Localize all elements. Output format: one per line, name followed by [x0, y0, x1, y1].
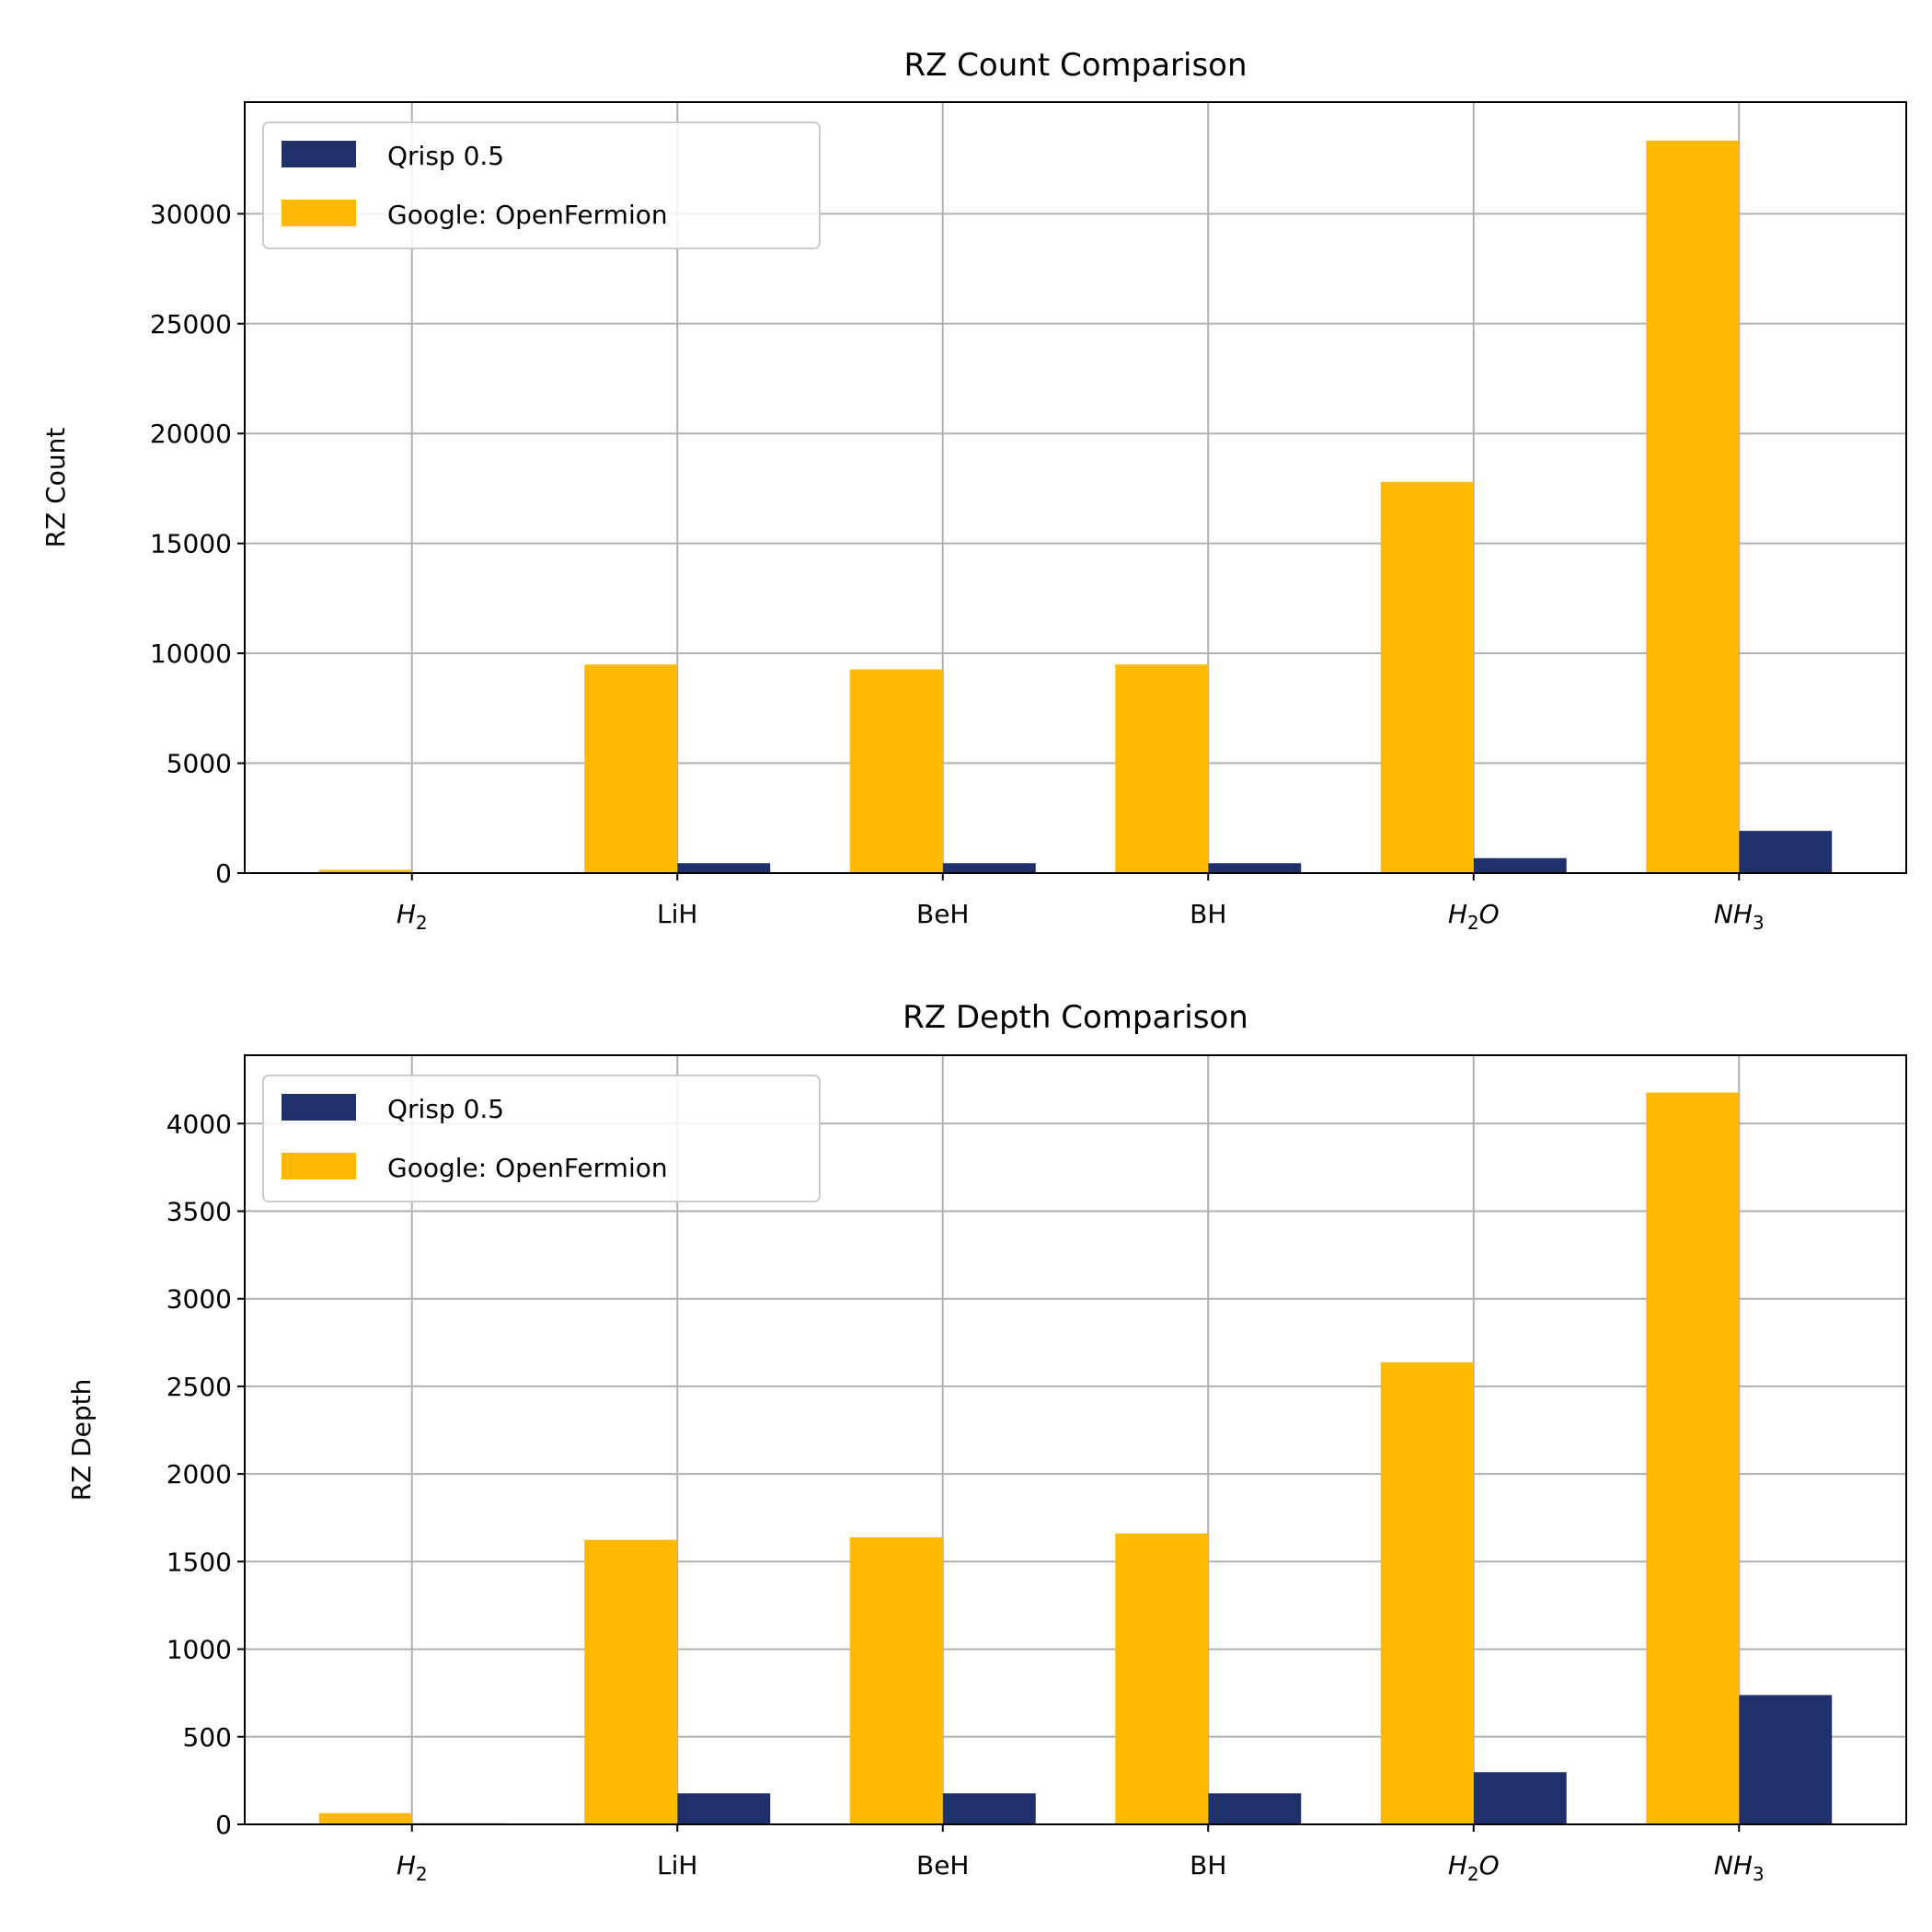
bar-openfermion	[318, 1812, 412, 1824]
x-tick-label: NH3	[1714, 1850, 1765, 1885]
bar-qrisp	[1208, 863, 1302, 873]
y-tick-label: 4000	[167, 1109, 232, 1139]
legend-swatch-qrisp	[282, 1094, 356, 1121]
x-tick-label: H2	[397, 899, 428, 934]
legend-swatch-openfermion	[282, 1153, 356, 1179]
legend-label: Google: OpenFermion	[387, 200, 668, 230]
bar-qrisp	[1473, 1772, 1567, 1824]
bar-qrisp	[1739, 1695, 1833, 1824]
x-tick-label: H2	[397, 1850, 428, 1885]
bar-qrisp	[677, 863, 771, 873]
y-tick-label: 500	[183, 1722, 232, 1753]
x-tick-label: LiH	[657, 899, 697, 929]
y-tick-label: 1000	[167, 1635, 232, 1665]
y-tick-label: 20000	[150, 419, 232, 449]
legend-frame	[262, 121, 821, 249]
y-tick-label: 1500	[167, 1547, 232, 1577]
x-tick-label: H2O	[1448, 1850, 1500, 1885]
bar-qrisp	[677, 1793, 771, 1824]
x-tick-label: BH	[1190, 899, 1226, 929]
x-tick-label: NH3	[1714, 899, 1765, 934]
legend-frame	[262, 1075, 821, 1202]
x-tick-label: BeH	[916, 1850, 970, 1880]
legend-label: Google: OpenFermion	[387, 1153, 668, 1183]
bar-qrisp	[942, 1793, 1036, 1824]
bar-openfermion	[849, 1537, 943, 1824]
chart-title: RZ Depth Comparison	[903, 999, 1248, 1036]
bar-qrisp	[1739, 831, 1833, 873]
y-tick-label: 0	[215, 1810, 232, 1840]
bar-openfermion	[584, 664, 678, 873]
bar-openfermion	[1646, 140, 1740, 873]
y-tick-label: 2500	[167, 1372, 232, 1402]
legend-swatch-qrisp	[282, 141, 356, 167]
legend-label: Qrisp 0.5	[387, 141, 504, 171]
axes-frame	[244, 101, 1907, 874]
bar-openfermion	[1115, 664, 1209, 873]
x-tick-label: BeH	[916, 899, 970, 929]
y-tick-label: 15000	[150, 529, 232, 559]
x-tick-label: LiH	[657, 1850, 697, 1880]
bar-openfermion	[1646, 1092, 1740, 1824]
chart-panel-2: 0 500 1000 1500 2000 2500 3000 3500 4000 H2 LiH BeH…	[66, 999, 1907, 1885]
x-tick-label: BH	[1190, 1850, 1226, 1880]
legend: Qrisp 0.5 Google: OpenFermion	[262, 121, 821, 249]
y-tick-label: 5000	[167, 749, 232, 779]
y-axis-label: RZ Depth	[66, 1379, 97, 1501]
bar-qrisp	[1473, 857, 1567, 873]
bar-openfermion	[1380, 1362, 1474, 1824]
legend-swatch-openfermion	[282, 200, 356, 226]
y-tick-label: 3500	[167, 1196, 232, 1226]
y-tick-label: 30000	[150, 199, 232, 229]
x-tick-label: H2O	[1448, 899, 1500, 934]
y-axis-label: RZ Count	[40, 428, 71, 548]
y-tick-label: 3000	[167, 1284, 232, 1315]
legend-label: Qrisp 0.5	[387, 1094, 504, 1124]
bar-openfermion	[584, 1539, 678, 1824]
bar-openfermion	[849, 669, 943, 873]
y-tick-label: 10000	[150, 638, 232, 669]
chart-title: RZ Count Comparison	[903, 47, 1247, 84]
y-tick-label: 25000	[150, 309, 232, 339]
bar-qrisp	[1208, 1793, 1302, 1824]
y-tick-label: 0	[215, 858, 232, 889]
bar-openfermion	[1115, 1533, 1209, 1824]
bar-openfermion	[1380, 481, 1474, 873]
legend: Qrisp 0.5 Google: OpenFermion	[262, 1075, 821, 1202]
chart-panel-1: 0 5000 10000 15000 20000 25000 30000 H2 LiH BeH BH…	[40, 47, 1907, 934]
bar-openfermion	[318, 869, 412, 873]
bar-qrisp	[942, 863, 1036, 873]
axes-frame	[244, 1054, 1907, 1825]
y-tick-label: 2000	[167, 1459, 232, 1489]
